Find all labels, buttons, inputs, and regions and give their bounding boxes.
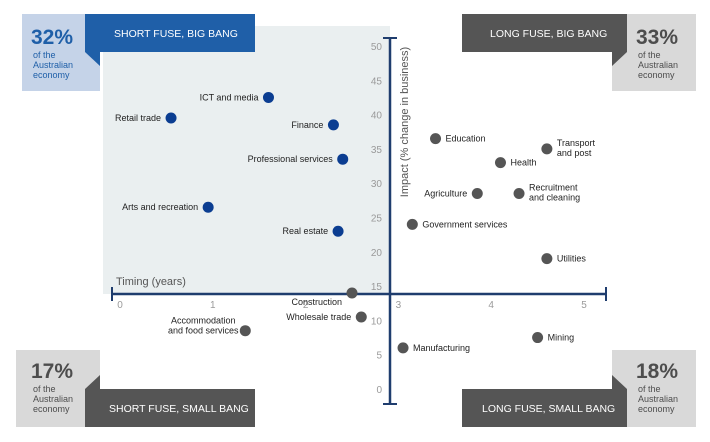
data-point <box>202 201 214 213</box>
x-tick-label: 4 <box>488 300 494 311</box>
point-label: Mining <box>548 333 575 343</box>
quadrant-top-left: SHORT FUSE, BIG BANG 32% of the Australi… <box>22 14 255 91</box>
point-label: Transport and post <box>557 138 596 158</box>
quadrant-bottom-right: LONG FUSE, SMALL BANG 18% of the Austral… <box>462 350 696 427</box>
quadrant-percent: 18% <box>636 360 678 383</box>
point-label: Accommodation and food services <box>168 316 239 336</box>
data-point <box>355 311 367 323</box>
y-tick-label: 40 <box>371 111 383 122</box>
y-tick-label: 20 <box>371 248 383 259</box>
quadrant-top-right: LONG FUSE, BIG BANG 33% of the Australia… <box>462 14 696 91</box>
data-point <box>541 253 553 265</box>
axes: Timing (years) Impact (% change in busin… <box>111 37 607 405</box>
x-tick-label: 5 <box>581 300 587 311</box>
point-label: Health <box>510 158 536 168</box>
data-point <box>494 157 506 169</box>
point-label: Wholesale trade <box>286 312 351 322</box>
data-point <box>513 187 525 199</box>
point-label: Professional services <box>248 154 334 164</box>
data-points: ICT and media Retail trade Finance Professi… <box>115 91 596 354</box>
quadrant-caption-line: of the <box>638 384 661 394</box>
y-tick-label: 10 <box>371 316 383 327</box>
x-tick-label: 2 <box>303 300 309 311</box>
y-tick-label: 5 <box>376 351 382 362</box>
title-banner <box>462 375 627 427</box>
point-label: Manufacturing <box>413 343 470 353</box>
data-point <box>406 218 418 230</box>
quadrant-title: LONG FUSE, BIG BANG <box>490 28 607 40</box>
x-tick-label: 3 <box>396 300 402 311</box>
y-axis-label: Impact (% change in business) <box>399 47 411 197</box>
data-point <box>397 342 409 354</box>
data-point <box>332 225 344 237</box>
quadrant-title: SHORT FUSE, BIG BANG <box>114 28 238 40</box>
data-point <box>541 143 553 155</box>
point-label: Real estate <box>283 226 329 236</box>
y-tick-label: 25 <box>371 214 383 225</box>
data-point <box>430 133 442 145</box>
data-point <box>346 287 358 299</box>
quadrant-caption-line: of the <box>33 50 56 60</box>
quadrant-title: SHORT FUSE, SMALL BANG <box>109 403 249 415</box>
title-banner <box>85 375 255 427</box>
quadrant-caption-line: economy <box>33 404 70 414</box>
y-tick-label: 30 <box>371 179 383 190</box>
data-point <box>327 119 339 131</box>
y-tick-label: 15 <box>371 282 383 293</box>
quadrant-caption-line: economy <box>638 70 675 80</box>
y-tick-label: 50 <box>371 42 383 53</box>
quadrant-caption-line: of the <box>33 384 56 394</box>
point-label: Construction <box>291 297 342 307</box>
quadrant-caption-line: Australian <box>638 394 678 404</box>
quadrant-percent: 32% <box>31 26 73 49</box>
data-point <box>337 153 349 165</box>
x-tick-label: 1 <box>210 300 216 311</box>
data-point <box>471 187 483 199</box>
title-banner <box>85 14 255 66</box>
data-point <box>532 332 544 344</box>
point-label: Utilities <box>557 254 587 264</box>
point-label: ICT and media <box>200 92 259 102</box>
quadrant-caption-line: economy <box>33 70 70 80</box>
y-tick-label: 0 <box>376 385 382 396</box>
point-label: Retail trade <box>115 113 161 123</box>
quadrant-caption-line: Australian <box>33 394 73 404</box>
data-point <box>239 325 251 337</box>
title-banner <box>462 14 627 66</box>
quadrant-bottom-left: SHORT FUSE, SMALL BANG 17% of the Austra… <box>16 350 255 427</box>
quadrant-caption-line: Australian <box>638 60 678 70</box>
point-label: Finance <box>291 120 323 130</box>
y-tick-label: 35 <box>371 145 383 156</box>
x-axis-label: Timing (years) <box>116 276 186 288</box>
point-label: Agriculture <box>424 188 467 198</box>
quadrant-caption-line: Australian <box>33 60 73 70</box>
quadrant-caption-line: economy <box>638 404 675 414</box>
point-label: Education <box>446 134 486 144</box>
point-label: Arts and recreation <box>122 202 198 212</box>
quadrant-title: LONG FUSE, SMALL BANG <box>482 403 615 415</box>
quadrant-percent: 17% <box>31 360 73 383</box>
y-tick-label: 45 <box>371 76 383 87</box>
data-point <box>262 91 274 103</box>
quadrant-caption-line: of the <box>638 50 661 60</box>
data-point <box>165 112 177 124</box>
x-tick-label: 0 <box>117 300 123 311</box>
quadrant-percent: 33% <box>636 26 678 49</box>
point-label: Government services <box>422 219 508 229</box>
point-label: Recruitment and cleaning <box>529 182 580 202</box>
